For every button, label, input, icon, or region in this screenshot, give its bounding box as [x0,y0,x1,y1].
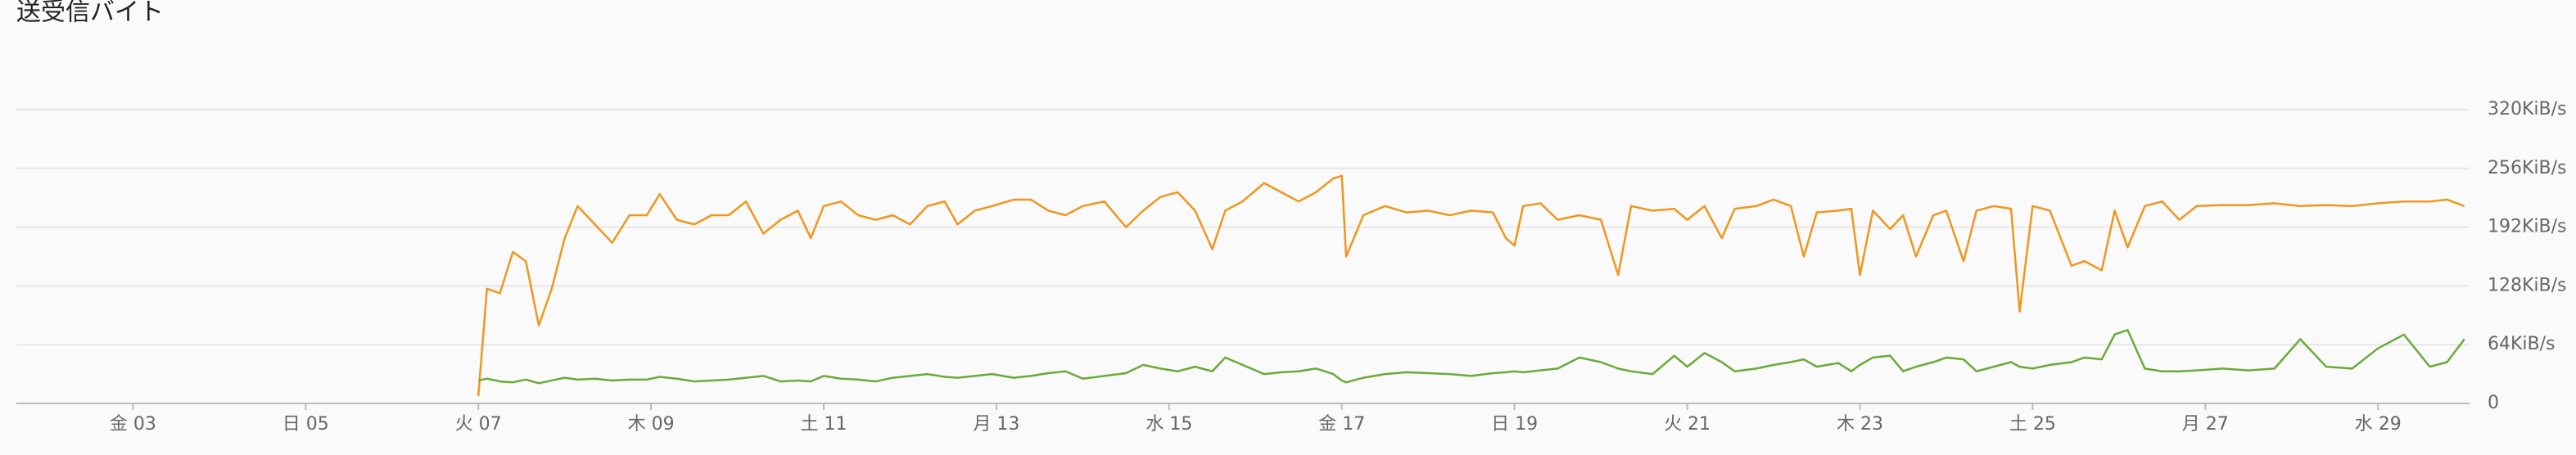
x-tick-label: 火 07 [455,414,502,435]
x-tick-label: 土 25 [2009,414,2056,435]
x-tick-label: 土 11 [801,414,847,435]
x-tick-label: 金 17 [1318,414,1365,435]
y-tick-label: 192KiB/s [2488,217,2567,237]
x-tick-label: 水 15 [1146,414,1192,435]
x-tick-label: 月 13 [973,414,1019,435]
x-tick-label: 金 03 [110,414,156,435]
chart-title: 送受信バイト [16,0,164,27]
y-tick-label: 256KiB/s [2488,158,2567,178]
x-tick-label: 木 09 [628,414,675,435]
x-tick-label: 水 29 [2355,414,2402,435]
y-tick-label: 128KiB/s [2488,275,2567,295]
x-tick-label: 木 23 [1837,414,1883,435]
y-tick-label: 64KiB/s [2488,334,2556,354]
x-tick-label: 日 05 [282,414,329,435]
x-tick-label: 月 27 [2182,414,2229,435]
series-line [477,329,2465,385]
x-tick-label: 火 21 [1664,414,1711,435]
series-line [477,174,2465,397]
y-tick-label: 320KiB/s [2488,99,2567,119]
x-tick-label: 日 19 [1491,414,1538,435]
y-tick-label: 0 [2488,393,2499,413]
